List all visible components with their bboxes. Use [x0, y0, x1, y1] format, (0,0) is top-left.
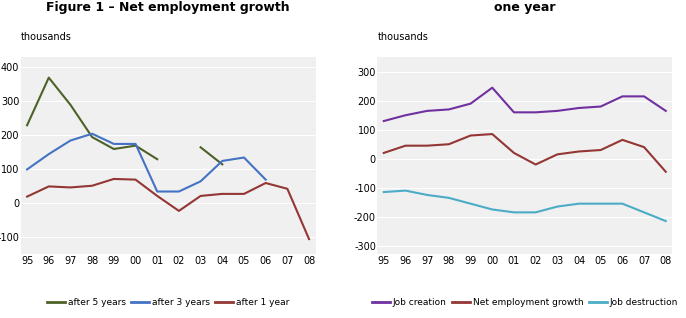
Job creation	[597, 105, 605, 108]
Job destruction	[423, 193, 431, 197]
Job destruction	[575, 202, 583, 205]
after 3 years	[45, 152, 53, 156]
Job creation	[401, 113, 410, 117]
after 1 year	[196, 194, 204, 198]
Net employment growth	[532, 162, 540, 166]
Line: after 1 year: after 1 year	[27, 179, 309, 239]
after 1 year	[153, 194, 161, 198]
after 3 years	[240, 156, 248, 159]
Job destruction	[662, 219, 670, 223]
Net employment growth	[553, 152, 561, 156]
Job creation	[488, 86, 497, 90]
Job destruction	[445, 196, 453, 200]
Job destruction	[488, 208, 497, 211]
after 3 years	[175, 190, 183, 193]
after 5 years	[218, 162, 226, 166]
after 1 year	[283, 187, 292, 191]
after 5 years	[110, 147, 118, 151]
after 5 years	[67, 103, 75, 107]
Job destruction	[618, 202, 626, 205]
Net employment growth	[575, 149, 583, 153]
Line: after 5 years: after 5 years	[27, 78, 222, 164]
Job creation	[445, 107, 453, 111]
Text: Figure 2 – Job creation and destruction after
one year: Figure 2 – Job creation and destruction …	[369, 0, 681, 14]
after 1 year	[67, 185, 75, 189]
Job creation	[379, 119, 388, 123]
Job creation	[640, 94, 648, 98]
after 3 years	[23, 168, 31, 171]
Line: Net employment growth: Net employment growth	[383, 134, 666, 172]
Job creation	[575, 106, 583, 110]
Job creation	[423, 109, 431, 113]
after 3 years	[67, 139, 75, 142]
Job destruction	[640, 211, 648, 214]
after 1 year	[45, 184, 53, 188]
after 1 year	[175, 209, 183, 213]
after 5 years	[45, 76, 53, 80]
after 3 years	[218, 159, 226, 163]
Net employment growth	[597, 148, 605, 152]
after 5 years	[153, 157, 161, 161]
after 5 years	[23, 123, 31, 127]
Net employment growth	[640, 145, 648, 149]
after 3 years	[153, 190, 161, 193]
Job destruction	[401, 189, 410, 192]
after 1 year	[110, 177, 118, 181]
Legend: after 5 years, after 3 years, after 1 year: after 5 years, after 3 years, after 1 ye…	[43, 294, 293, 311]
after 1 year	[218, 192, 226, 196]
Job creation	[510, 110, 518, 114]
Line: Job creation: Job creation	[383, 88, 666, 121]
after 1 year	[240, 192, 248, 196]
after 1 year	[88, 184, 96, 188]
Job destruction	[532, 211, 540, 214]
after 3 years	[88, 132, 96, 136]
Net employment growth	[401, 144, 410, 148]
after 3 years	[110, 142, 118, 146]
Job creation	[532, 110, 540, 114]
Legend: Job creation, Net employment growth, Job destruction: Job creation, Net employment growth, Job…	[368, 294, 681, 311]
Net employment growth	[423, 144, 431, 148]
Job destruction	[597, 202, 605, 205]
Net employment growth	[379, 151, 388, 155]
Net employment growth	[510, 151, 518, 155]
Job destruction	[510, 211, 518, 214]
Job creation	[466, 102, 475, 106]
Net employment growth	[488, 132, 497, 136]
after 3 years	[132, 142, 140, 146]
after 3 years	[261, 178, 270, 182]
Job creation	[553, 109, 561, 113]
Job destruction	[379, 190, 388, 194]
after 1 year	[305, 237, 314, 241]
after 5 years	[196, 145, 204, 149]
Text: Figure 1 – Net employment growth: Figure 1 – Net employment growth	[46, 1, 290, 14]
after 1 year	[23, 195, 31, 198]
after 3 years	[196, 179, 204, 183]
Text: thousands: thousands	[377, 31, 428, 42]
after 5 years	[88, 135, 96, 139]
Net employment growth	[466, 134, 475, 137]
Job creation	[662, 109, 670, 113]
after 5 years	[132, 144, 140, 148]
Job creation	[618, 94, 626, 98]
after 1 year	[132, 178, 140, 182]
Line: Job destruction: Job destruction	[383, 190, 666, 221]
Text: thousands: thousands	[21, 31, 71, 42]
Job destruction	[466, 202, 475, 205]
Net employment growth	[445, 142, 453, 146]
after 1 year	[261, 181, 270, 185]
Line: after 3 years: after 3 years	[27, 134, 265, 191]
Net employment growth	[662, 170, 670, 174]
Net employment growth	[618, 138, 626, 142]
Job destruction	[553, 205, 561, 209]
